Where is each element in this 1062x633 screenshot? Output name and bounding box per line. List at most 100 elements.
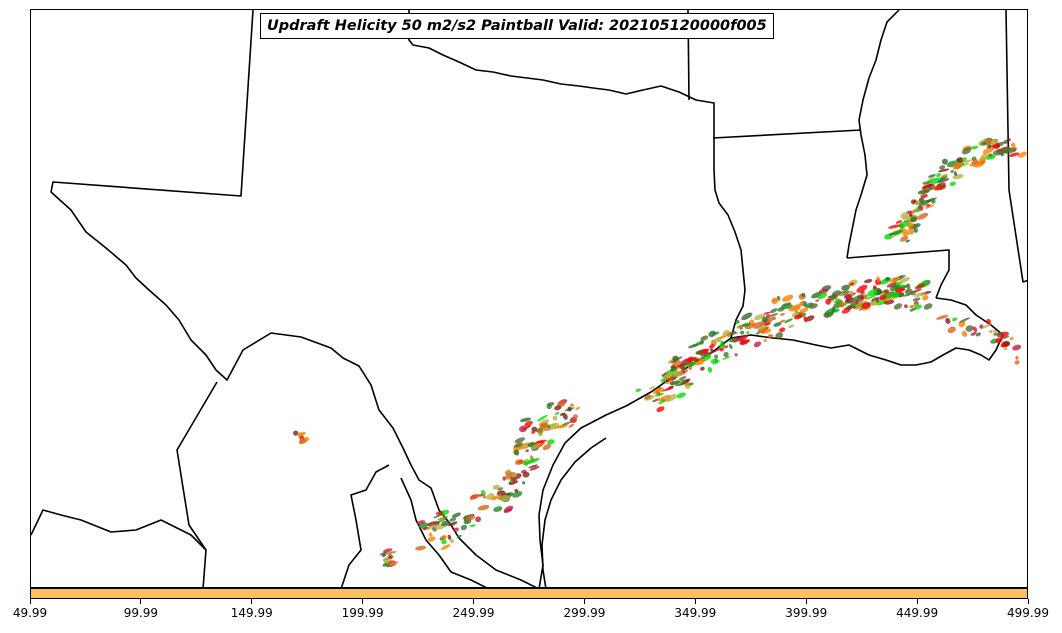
paintball-blob bbox=[922, 294, 929, 301]
paintball-blob bbox=[952, 162, 963, 170]
paintball-blob bbox=[782, 294, 794, 302]
paintball-blob bbox=[522, 471, 530, 478]
paintball-blob bbox=[549, 422, 560, 428]
paintball-blob bbox=[794, 314, 803, 320]
paintball-blob bbox=[425, 524, 436, 531]
paintball-blob bbox=[453, 527, 459, 533]
paintball-blob bbox=[440, 544, 451, 550]
paintball-blob bbox=[888, 224, 901, 229]
paintball-blob bbox=[753, 341, 762, 348]
paintball-blob bbox=[465, 514, 476, 521]
map-title: Updraft Helicity 50 m2/s2 Paintball Vali… bbox=[260, 13, 774, 39]
paintball-blob bbox=[735, 336, 745, 341]
paintball-blob bbox=[867, 288, 880, 297]
paintball-blob bbox=[991, 139, 998, 145]
paintball-blob bbox=[539, 422, 549, 430]
paintball-blob bbox=[477, 504, 490, 511]
paintball-blob bbox=[524, 421, 533, 427]
paintball-blob bbox=[385, 551, 397, 555]
paintball-blob bbox=[916, 283, 926, 288]
paintball-blob bbox=[711, 331, 720, 336]
paintball-blob bbox=[975, 332, 981, 337]
colorbar-tick bbox=[916, 599, 918, 604]
paintball-blob bbox=[870, 302, 874, 305]
colorbar-tick-label: 249.99 bbox=[452, 606, 495, 620]
paintball-blob bbox=[572, 414, 578, 420]
paintball-blob bbox=[922, 185, 928, 189]
paintball-blob bbox=[469, 524, 476, 528]
paintball-blob bbox=[469, 493, 480, 501]
paintball-blob bbox=[989, 330, 993, 334]
paintball-blob bbox=[427, 521, 440, 527]
paintball-blob bbox=[759, 329, 766, 334]
paintball-blob bbox=[719, 347, 724, 352]
paintball-blob bbox=[930, 198, 936, 204]
paintball-blob bbox=[697, 359, 705, 365]
paintball-blob bbox=[513, 442, 524, 448]
paintball-blob bbox=[712, 337, 722, 344]
paintball-blob bbox=[906, 283, 911, 290]
paintball-blob bbox=[875, 297, 880, 303]
paintball-blob bbox=[568, 423, 575, 428]
paintball-blob bbox=[899, 235, 909, 242]
paintball-blob bbox=[959, 317, 971, 323]
texas-boundary bbox=[50, 10, 746, 587]
paintball-blob bbox=[951, 317, 958, 322]
paintball-blob bbox=[447, 534, 452, 540]
paintball-blob bbox=[762, 316, 768, 323]
paintball-blob bbox=[923, 303, 933, 310]
paintball-blob bbox=[652, 398, 659, 403]
paintball-blob bbox=[1008, 152, 1020, 157]
paintball-blob bbox=[982, 323, 991, 329]
paintball-blob bbox=[482, 493, 487, 499]
paintball-blob bbox=[700, 335, 709, 341]
paintball-blob bbox=[529, 465, 540, 471]
paintball-blob bbox=[746, 331, 750, 335]
colorbar-tick bbox=[583, 599, 585, 604]
paintball-blob bbox=[780, 312, 785, 316]
paintball-blob bbox=[781, 302, 792, 307]
paintball-blob bbox=[941, 158, 948, 165]
paintball-blob bbox=[904, 304, 908, 309]
paintball-blob bbox=[512, 491, 523, 498]
paintball-blob bbox=[741, 312, 753, 321]
paintball-blob bbox=[970, 331, 977, 336]
paintball-blob bbox=[765, 314, 771, 319]
paintball-blob bbox=[742, 322, 751, 327]
paintball-blob bbox=[1018, 151, 1027, 158]
paintball-blob bbox=[729, 337, 737, 343]
paintball-blob bbox=[963, 159, 973, 163]
paintball-blob bbox=[937, 178, 950, 183]
map-canvas bbox=[31, 10, 1027, 587]
paintball-blob bbox=[519, 425, 527, 433]
paintball-blob bbox=[945, 317, 951, 324]
paintball-blob bbox=[707, 366, 713, 373]
paintball-blob bbox=[763, 311, 771, 315]
paintball-blob bbox=[849, 290, 854, 296]
paintball-blob bbox=[735, 319, 740, 324]
paintball-blob bbox=[1003, 342, 1010, 346]
paintball-blob bbox=[531, 426, 537, 432]
paintball-blob bbox=[416, 520, 426, 525]
paintball-blob bbox=[961, 147, 972, 155]
paintball-blob bbox=[722, 356, 731, 360]
paintball-blob bbox=[799, 307, 809, 314]
paintball-blob bbox=[693, 358, 700, 362]
paintball-blob bbox=[986, 144, 993, 149]
paintball-blob bbox=[818, 288, 829, 294]
paintball-blob bbox=[635, 388, 642, 392]
paintball-blob bbox=[918, 200, 931, 206]
paintball-blob bbox=[882, 297, 895, 302]
paintball-blob bbox=[528, 464, 538, 469]
paintball-blob bbox=[512, 472, 518, 478]
paintball-blob bbox=[1012, 344, 1022, 351]
paintball-blob bbox=[788, 324, 795, 328]
paintball-blob bbox=[893, 284, 901, 290]
paintball-blob bbox=[841, 284, 850, 291]
paintball-blob bbox=[905, 239, 910, 243]
paintball-blob bbox=[664, 381, 672, 384]
paintball-blob bbox=[902, 231, 910, 237]
paintball-blob bbox=[676, 392, 686, 399]
colorbar-tick-label: 99.99 bbox=[123, 606, 159, 620]
colorbar-tick-label: 149.99 bbox=[230, 606, 273, 620]
